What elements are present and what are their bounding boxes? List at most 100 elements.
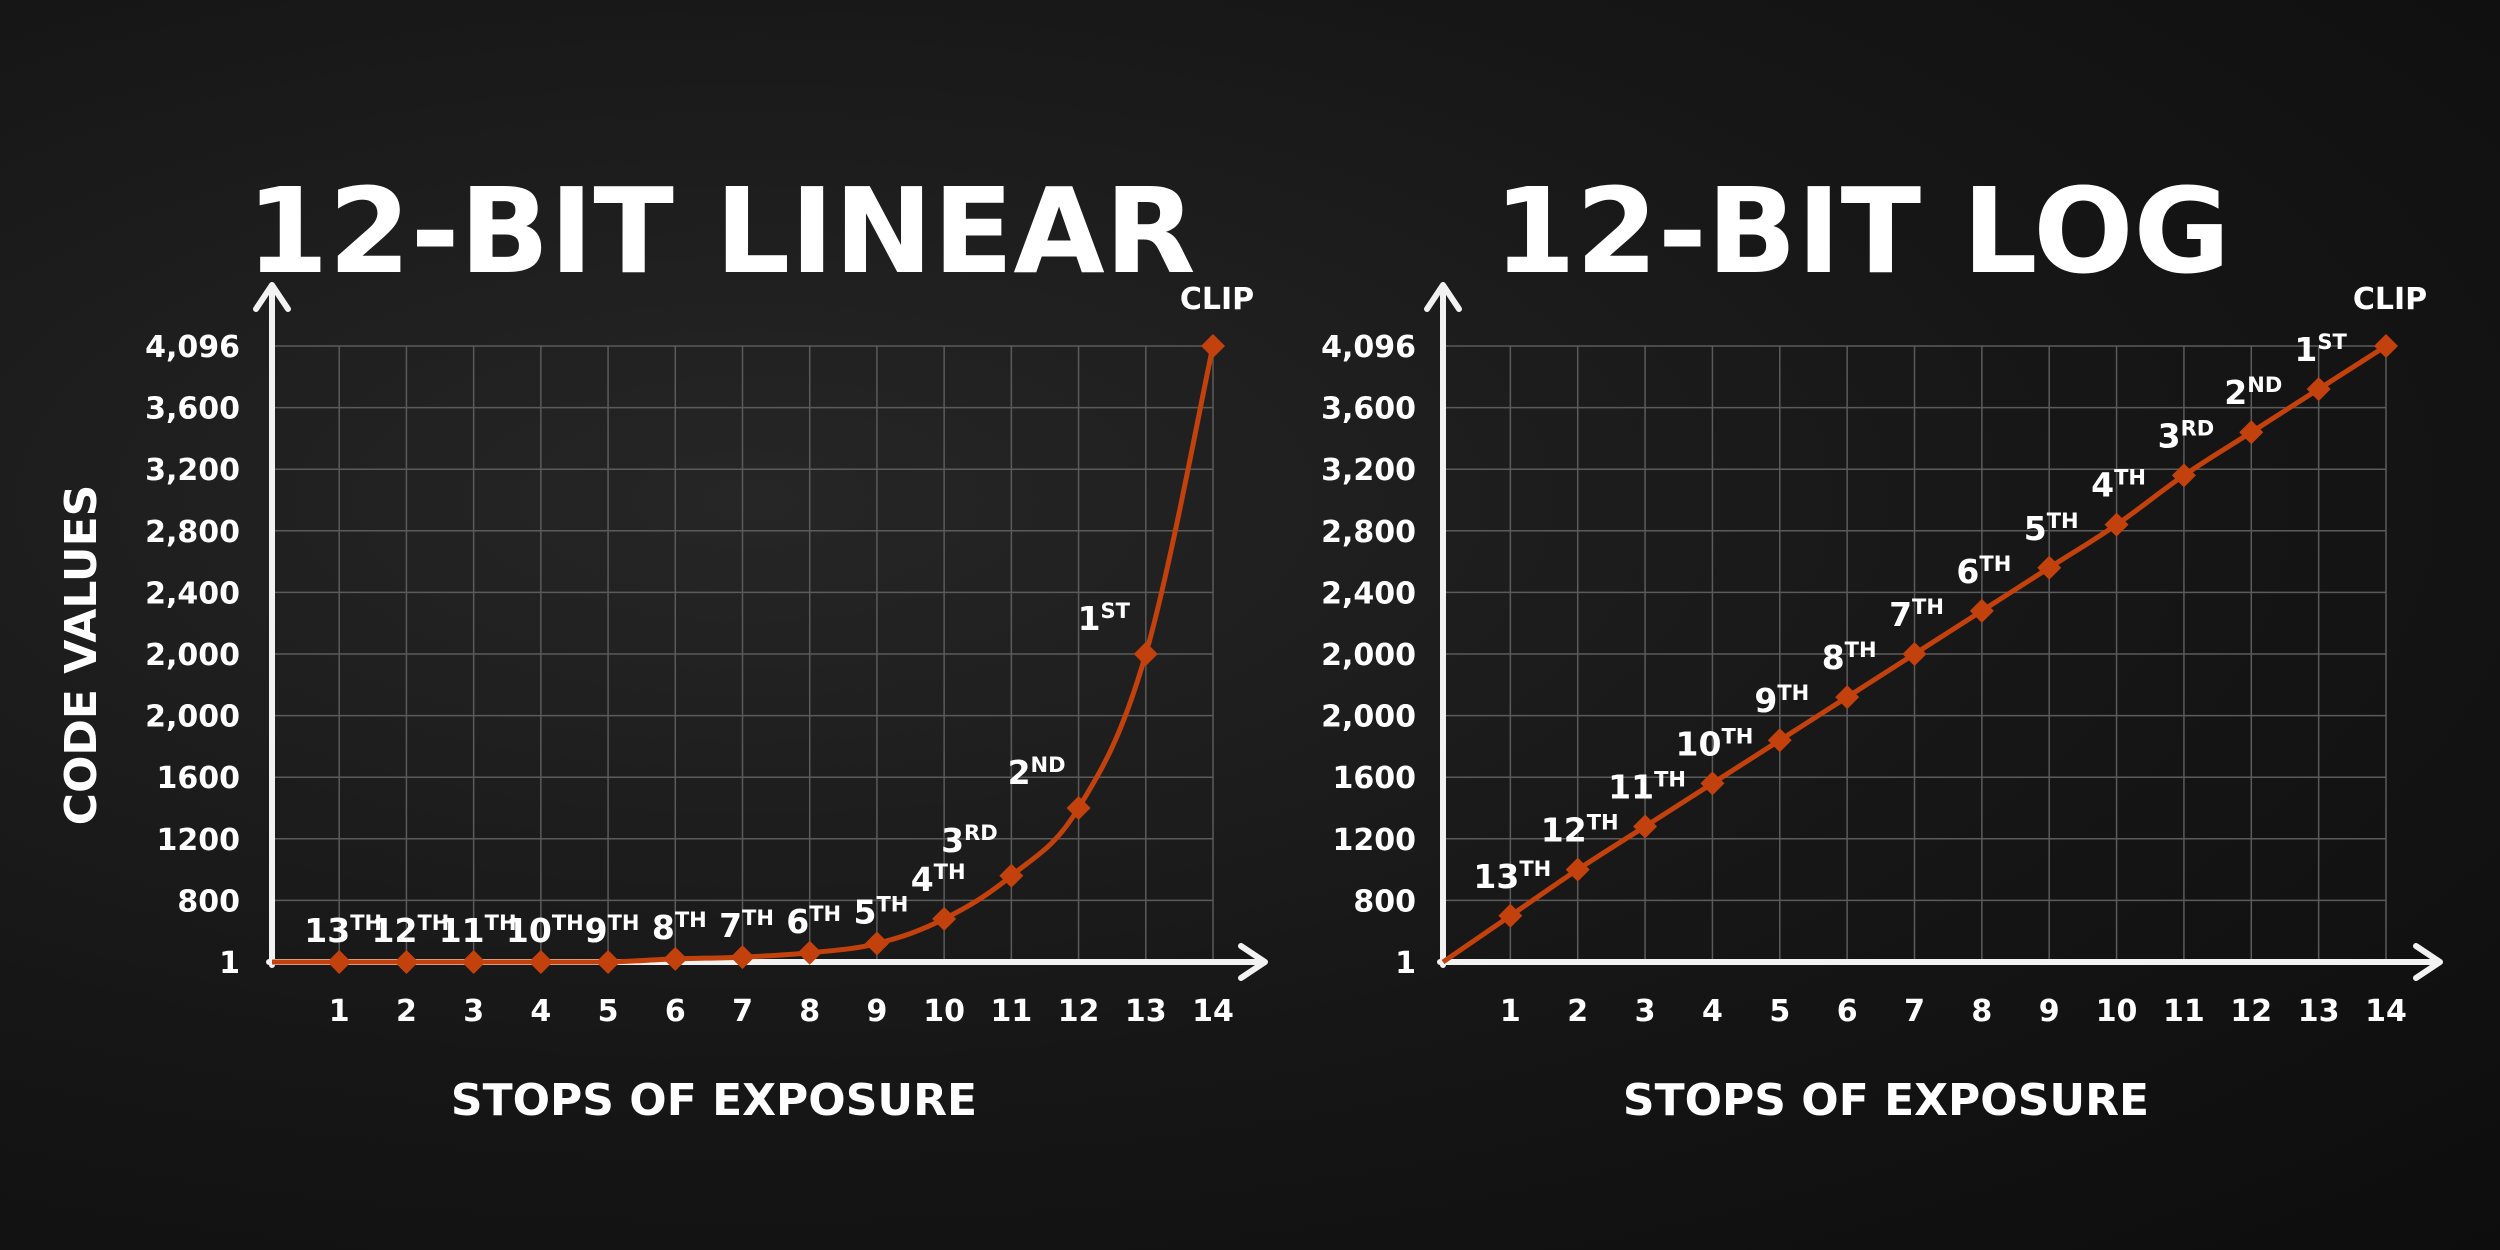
log-chart-title: 12-BIT LOG xyxy=(1494,162,2231,300)
y-tick-label: 1 xyxy=(219,946,240,981)
x-tick-label: 12 xyxy=(1058,994,1100,1029)
x-tick-label: 7 xyxy=(1904,994,1925,1029)
data-point-marker xyxy=(1498,903,1523,928)
data-point-marker xyxy=(2239,420,2264,445)
x-tick-label: 8 xyxy=(799,994,820,1029)
x-tick-label: 9 xyxy=(2039,994,2060,1029)
data-point-label: 8TH xyxy=(652,908,707,947)
data-point-marker xyxy=(797,940,822,965)
data-point-label: 5TH xyxy=(853,893,908,932)
y-tick-label: 3,600 xyxy=(1321,392,1416,427)
x-tick-label: 6 xyxy=(1837,994,1858,1029)
y-tick-label: 1200 xyxy=(1333,823,1417,858)
data-point-label: 7TH xyxy=(1889,595,1944,634)
x-tick-label: 5 xyxy=(598,994,619,1029)
linear-series-line xyxy=(272,345,1216,965)
data-point-marker xyxy=(1133,642,1158,666)
linear-y-axis xyxy=(253,282,291,968)
data-point-label: 9TH xyxy=(1754,681,1809,720)
y-tick-label: 4,096 xyxy=(145,330,240,365)
y-tick-label: 2,000 xyxy=(145,638,240,673)
y-tick-label: 3,200 xyxy=(1321,453,1416,488)
x-tick-label: 11 xyxy=(990,994,1032,1029)
data-point-marker xyxy=(730,945,755,970)
data-point-label: 11TH xyxy=(1608,767,1686,806)
data-point-marker xyxy=(2037,555,2062,580)
x-tick-label: 5 xyxy=(1769,994,1790,1029)
y-tick-label: 4,096 xyxy=(1321,330,1416,365)
data-point-label: 13TH xyxy=(304,911,382,950)
x-tick-label: 3 xyxy=(463,994,484,1029)
x-tick-label: 12 xyxy=(2230,994,2272,1029)
y-tick-label: 2,000 xyxy=(1321,700,1416,735)
data-point-label: CLIP xyxy=(1180,282,1254,317)
data-point-label: 3RD xyxy=(941,821,998,860)
log-x-axis xyxy=(1437,943,2443,981)
linear-chart: 12-BIT LINEAR STOPS OF EXPOSURE 1 800 1200… xyxy=(145,162,1268,1126)
x-tick-label: 10 xyxy=(2096,994,2138,1029)
data-point-label: 7TH xyxy=(719,906,774,945)
shared-y-axis-title: CODE VALUES xyxy=(56,485,107,826)
data-point-marker xyxy=(1700,771,1725,796)
data-point-label: 11TH xyxy=(439,911,517,950)
log-x-axis-title: STOPS OF EXPOSURE xyxy=(1623,1075,2149,1126)
x-tick-label: 8 xyxy=(1971,994,1992,1029)
x-tick-label: 2 xyxy=(396,994,417,1029)
x-tick-label: 3 xyxy=(1635,994,1656,1029)
y-tick-label: 2,000 xyxy=(145,700,240,735)
data-point-label: 3RD xyxy=(2158,416,2215,455)
linear-x-axis-title: STOPS OF EXPOSURE xyxy=(451,1075,977,1126)
data-point-marker xyxy=(1902,642,1927,666)
data-point-marker xyxy=(999,863,1024,888)
x-tick-label: 1 xyxy=(1500,994,1521,1029)
y-tick-label: 800 xyxy=(177,884,240,919)
data-point-label: 1ST xyxy=(1078,599,1131,638)
x-tick-label: 11 xyxy=(2163,994,2205,1029)
data-point-marker xyxy=(1767,728,1792,753)
y-tick-label: 2,400 xyxy=(1321,576,1416,611)
data-point-marker xyxy=(2374,334,2398,358)
data-point-marker xyxy=(1633,814,1658,839)
data-point-marker xyxy=(932,906,957,931)
data-point-marker xyxy=(2171,463,2196,488)
data-point-label: 13TH xyxy=(1473,857,1551,896)
data-point-label: 12TH xyxy=(1541,811,1619,850)
x-tick-label: 14 xyxy=(1192,994,1234,1029)
data-point-label: 9TH xyxy=(585,911,640,950)
y-tick-label: 1600 xyxy=(157,761,241,796)
data-point-label: 5TH xyxy=(2024,509,2079,548)
data-point-label: 8TH xyxy=(1822,638,1877,677)
data-point-marker xyxy=(1565,857,1590,882)
data-point-label: 6TH xyxy=(1956,552,2011,591)
data-point-label: 4TH xyxy=(911,860,966,899)
linear-chart-title: 12-BIT LINEAR xyxy=(246,162,1195,300)
data-point-label: 6TH xyxy=(786,902,841,941)
data-point-marker xyxy=(663,946,688,971)
x-tick-label: 1 xyxy=(329,994,350,1029)
data-point-label: 12TH xyxy=(372,911,450,950)
data-point-marker xyxy=(1835,685,1860,710)
data-point-marker xyxy=(1201,334,1225,358)
y-tick-label: 1 xyxy=(1395,946,1416,981)
x-tick-label: 14 xyxy=(2365,994,2407,1029)
linear-grid xyxy=(272,345,1214,962)
x-tick-label: 2 xyxy=(1567,994,1588,1029)
log-y-axis xyxy=(1424,282,1462,968)
x-tick-label: 7 xyxy=(732,994,753,1029)
x-tick-label: 10 xyxy=(923,994,965,1029)
y-tick-label: 2,400 xyxy=(145,576,240,611)
y-tick-label: 3,200 xyxy=(145,453,240,488)
log-grid xyxy=(1443,345,2387,962)
log-chart: 12-BIT LOG STOPS OF EXPOSURE 1 800 1200 160… xyxy=(1321,162,2443,1126)
data-point-marker xyxy=(2306,377,2331,402)
x-tick-label: 6 xyxy=(665,994,686,1029)
x-tick-label: 4 xyxy=(530,994,551,1029)
data-point-marker xyxy=(461,950,486,974)
y-tick-label: 3,600 xyxy=(145,392,240,427)
data-point-label: CLIP xyxy=(2353,282,2427,317)
data-point-marker xyxy=(528,950,553,974)
data-point-label: 10TH xyxy=(506,911,584,950)
data-point-marker xyxy=(394,950,419,974)
y-tick-label: 2,000 xyxy=(1321,638,1416,673)
